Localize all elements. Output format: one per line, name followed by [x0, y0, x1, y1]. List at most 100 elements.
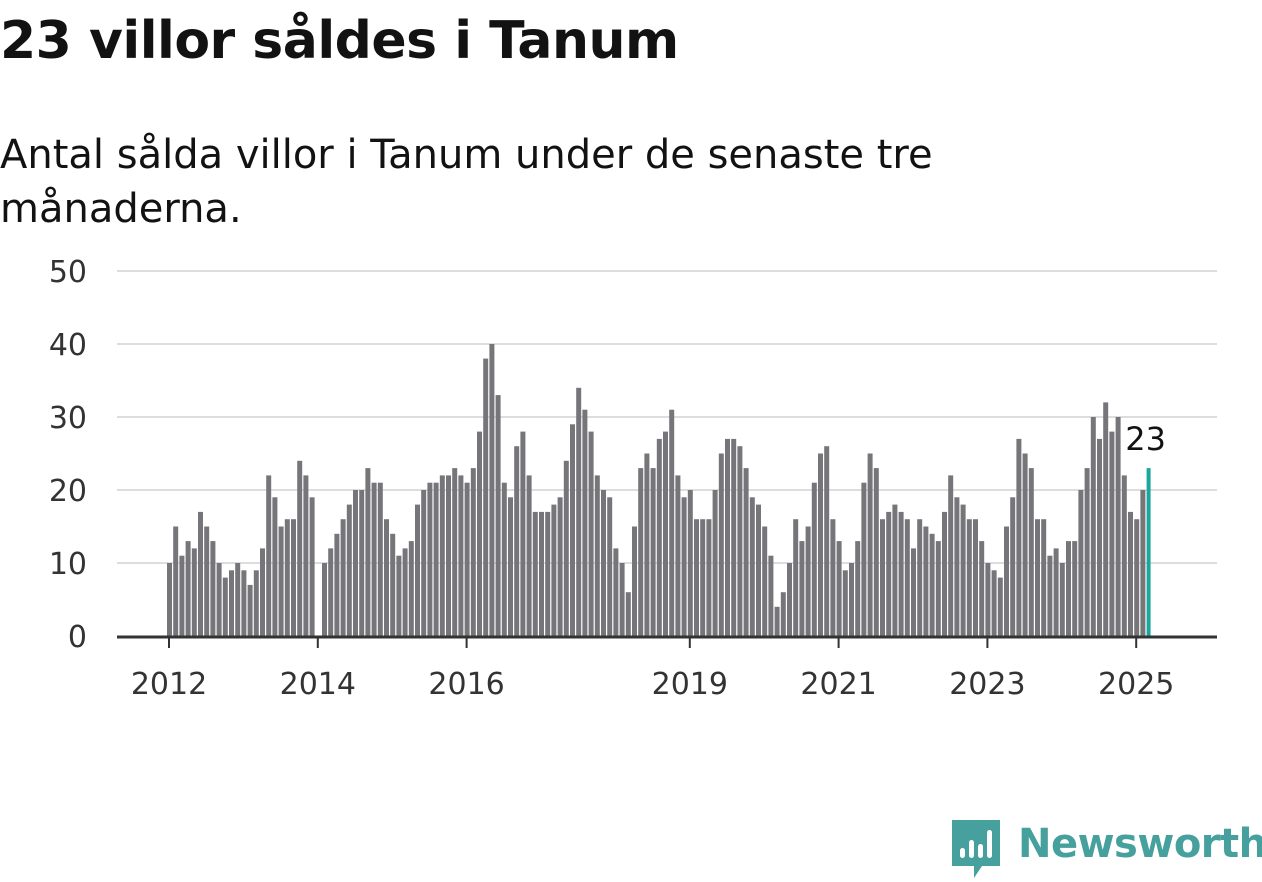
bar: [359, 490, 365, 636]
bar: [960, 504, 966, 636]
bar: [1016, 438, 1022, 636]
bar: [408, 541, 414, 636]
bar: [464, 482, 470, 636]
bar: [377, 482, 383, 636]
bar: [638, 468, 644, 636]
bar-chart: 0 10 20 30 40 50 2012 2014 2016 2019 2021 2023 2025…: [49, 255, 1217, 702]
x-tick-label: 2023: [949, 667, 1025, 702]
bar: [204, 526, 210, 636]
bar: [762, 526, 768, 636]
bar: [613, 548, 619, 636]
bar: [954, 497, 960, 636]
bar: [1041, 519, 1047, 636]
bar: [1059, 563, 1065, 636]
x-tick-label: 2014: [280, 667, 356, 702]
bar: [656, 438, 662, 636]
bar: [1134, 519, 1140, 636]
bar: [1066, 541, 1071, 636]
bar: [1022, 453, 1028, 636]
bar: [787, 563, 792, 636]
bar: [718, 453, 724, 636]
bar: [260, 548, 265, 636]
bar: [700, 519, 706, 636]
bar: [849, 563, 854, 636]
bar: [247, 584, 253, 636]
bar: [650, 468, 656, 636]
bar: [948, 475, 954, 636]
bar: [297, 460, 303, 636]
bar: [167, 563, 172, 636]
bar: [669, 409, 675, 636]
brand-name: Newsworthy: [1018, 821, 1262, 867]
bar: [805, 526, 811, 636]
bar: [216, 563, 222, 636]
bar: [644, 453, 650, 636]
bar: [979, 541, 985, 636]
bar: [880, 519, 885, 636]
bar: [811, 482, 817, 636]
bar: [173, 526, 179, 636]
bar: [266, 475, 272, 636]
bar: [365, 468, 371, 636]
bar: [818, 453, 823, 636]
bar: [291, 519, 296, 636]
bar: [991, 570, 997, 636]
bar: [526, 475, 532, 636]
bar: [545, 511, 551, 636]
bar: [508, 497, 513, 636]
bar: [997, 577, 1003, 636]
highlight-bar: [1146, 468, 1151, 636]
bar: [185, 541, 191, 636]
bar: [607, 497, 613, 636]
bar: [415, 504, 420, 636]
bar: [501, 482, 507, 636]
bar: [284, 519, 290, 636]
bar: [520, 431, 526, 636]
highlight-value-label: 23: [1125, 420, 1166, 458]
bar: [1035, 519, 1040, 636]
bar: [452, 468, 458, 636]
bar: [384, 519, 389, 636]
x-tick-label: 2021: [800, 667, 876, 702]
bar: [1128, 511, 1133, 636]
x-tick-label: 2019: [652, 667, 728, 702]
bar: [198, 511, 203, 636]
bar: [446, 475, 451, 636]
bar: [898, 511, 904, 636]
bar: [1028, 468, 1034, 636]
y-tick-label: 30: [49, 401, 87, 436]
bar: [309, 497, 315, 636]
bar: [1140, 490, 1146, 636]
bar: [340, 519, 346, 636]
bar: [929, 533, 935, 636]
bar: [861, 482, 867, 636]
bar: [911, 548, 916, 636]
bar: [179, 555, 185, 636]
bar: [396, 555, 402, 636]
bar: [272, 497, 278, 636]
bar: [824, 446, 830, 636]
bar: [681, 497, 687, 636]
bar: [873, 468, 879, 636]
bar: [582, 409, 588, 636]
bar: [421, 490, 427, 636]
x-tick-label: 2025: [1098, 667, 1174, 702]
bar: [1084, 468, 1090, 636]
bar: [1004, 526, 1009, 636]
bar: [601, 490, 606, 636]
bar: [830, 519, 836, 636]
bar: [433, 482, 439, 636]
bar: [663, 431, 668, 636]
bar: [1047, 555, 1053, 636]
bar: [799, 541, 805, 636]
bar: [867, 453, 873, 636]
bars: [167, 344, 1151, 636]
bar: [749, 497, 755, 636]
bar: [328, 548, 334, 636]
newsworthy-logo-icon: [952, 820, 1000, 878]
bar: [625, 592, 631, 636]
bar: [793, 519, 799, 636]
bar: [427, 482, 433, 636]
bar: [539, 511, 544, 636]
x-tick-label: 2012: [131, 667, 207, 702]
